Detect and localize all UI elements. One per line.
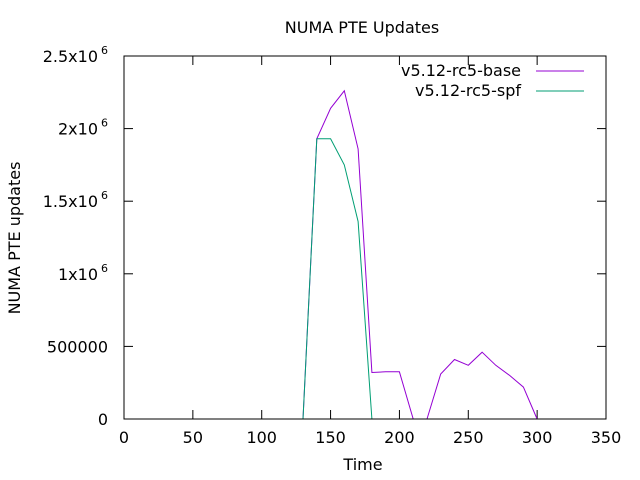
legend-entry-label: v5.12-rc5-spf bbox=[415, 81, 521, 100]
legend-entry-label: v5.12-rc5-base bbox=[401, 61, 521, 80]
x-tick-label: 300 bbox=[522, 428, 553, 447]
y-axis-ticks: 0 500000 1x10 6 1.5x10 6 2x10 6 2.5x10 6 bbox=[43, 44, 606, 429]
y-tick-exponent: 6 bbox=[101, 262, 108, 275]
x-tick-label: 0 bbox=[119, 428, 129, 447]
y-tick-label: 2x10 6 bbox=[58, 117, 108, 139]
y-tick-label: 1.5x10 6 bbox=[43, 189, 108, 211]
x-tick-label: 200 bbox=[384, 428, 415, 447]
series-line-1 bbox=[302, 89, 538, 420]
y-tick-label: 1x10 6 bbox=[58, 262, 108, 284]
y-tick-label: 500000 bbox=[47, 337, 108, 356]
chart-title: NUMA PTE Updates bbox=[285, 18, 439, 37]
x-tick-label: 50 bbox=[183, 428, 203, 447]
x-tick-label: 100 bbox=[246, 428, 277, 447]
x-tick-label: 150 bbox=[315, 428, 346, 447]
x-axis-label: Time bbox=[342, 455, 382, 474]
y-tick-exponent: 6 bbox=[101, 117, 108, 130]
y-tick-exponent: 6 bbox=[101, 189, 108, 202]
x-tick-label: 350 bbox=[591, 428, 622, 447]
y-axis-label: NUMA PTE updates bbox=[5, 162, 24, 315]
plot-frame bbox=[123, 55, 607, 420]
series-lines bbox=[302, 89, 538, 420]
y-tick-exponent: 6 bbox=[101, 44, 108, 57]
x-tick-label: 250 bbox=[453, 428, 484, 447]
y-tick-label: 0 bbox=[98, 410, 108, 429]
series-line-2 bbox=[302, 138, 373, 420]
y-tick-label: 2.5x10 6 bbox=[43, 44, 108, 66]
